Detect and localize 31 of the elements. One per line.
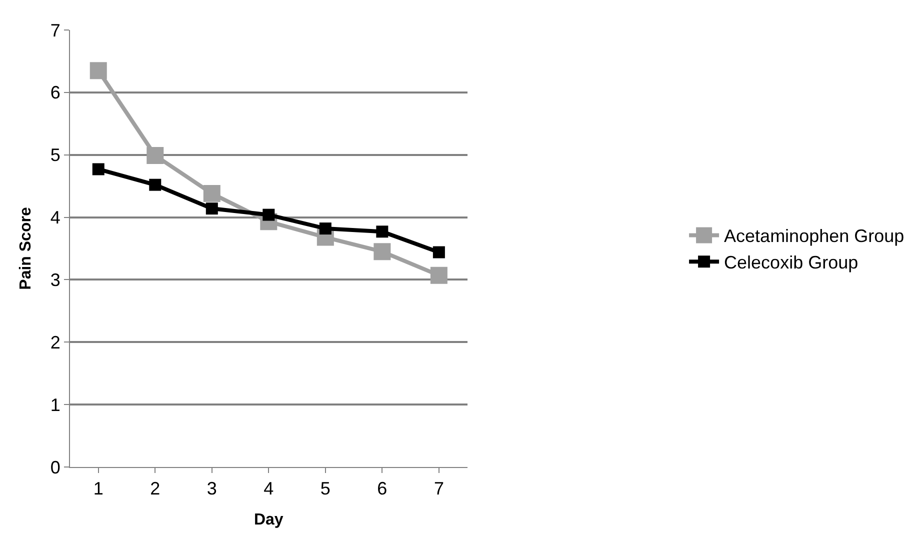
legend-label: Acetaminophen Group	[724, 226, 904, 246]
point	[262, 208, 275, 221]
y-tick-label: 0	[50, 457, 60, 478]
point	[90, 62, 107, 80]
point	[376, 226, 388, 238]
x-tick-label: 5	[320, 478, 330, 499]
y-tick-label: 6	[50, 82, 60, 103]
point	[432, 246, 445, 258]
y-tick-label: 1	[50, 394, 60, 415]
point	[149, 178, 162, 191]
point	[206, 202, 218, 215]
x-tick-label: 2	[150, 478, 160, 499]
point	[146, 146, 164, 164]
x-tick-label: 1	[93, 478, 104, 499]
point	[430, 266, 448, 284]
x-tick-label: 4	[264, 478, 274, 499]
x-axis-title: Day	[254, 511, 284, 528]
y-tick-label: 4	[50, 208, 60, 228]
point	[203, 185, 220, 202]
legend-label: Celecoxib Group	[724, 252, 858, 273]
point	[319, 222, 332, 235]
point	[374, 243, 391, 260]
point	[92, 163, 104, 176]
y-tick-label: 5	[50, 145, 60, 166]
x-tick-label: 6	[377, 478, 388, 499]
y-tick-label: 3	[50, 270, 60, 290]
x-tick-label: 3	[206, 478, 217, 499]
x-tick-label: 7	[434, 478, 444, 499]
y-axis-title: Pain Score	[17, 207, 34, 290]
y-tick-label: 2	[50, 332, 60, 352]
y-tick-label: 7	[50, 20, 60, 40]
